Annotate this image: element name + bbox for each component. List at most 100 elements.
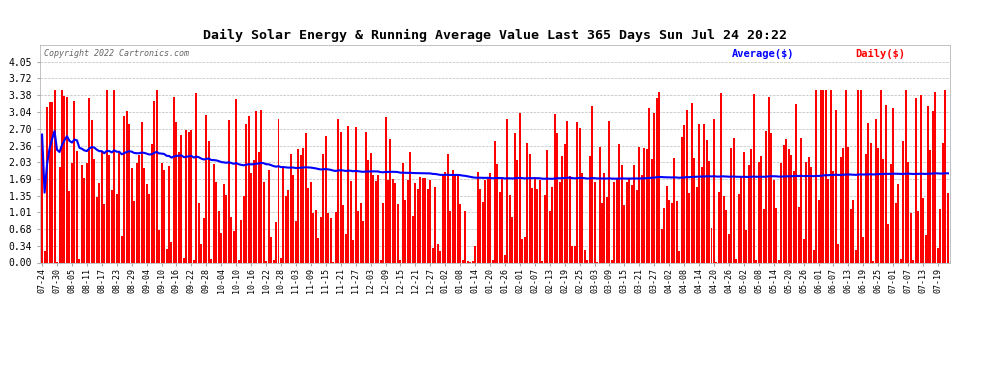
Bar	[205, 115, 207, 262]
Bar	[146, 184, 148, 262]
Bar	[335, 212, 337, 262]
Bar	[175, 122, 177, 262]
Bar	[374, 180, 376, 262]
Bar	[561, 156, 563, 262]
Bar	[944, 90, 946, 262]
Bar	[267, 170, 269, 262]
Bar	[922, 198, 924, 262]
Bar	[255, 111, 257, 262]
Bar	[660, 229, 662, 262]
Bar	[604, 172, 606, 262]
Bar	[912, 260, 914, 262]
Bar	[519, 113, 521, 262]
Bar	[233, 231, 235, 262]
Bar	[422, 178, 424, 262]
Bar	[887, 224, 889, 262]
Bar	[808, 157, 810, 262]
Bar	[507, 119, 509, 262]
Bar	[58, 167, 60, 262]
Bar	[621, 165, 623, 262]
Bar	[83, 178, 85, 262]
Bar	[609, 122, 611, 262]
Bar	[820, 90, 822, 262]
Bar	[272, 260, 274, 262]
Bar	[673, 158, 675, 262]
Bar	[103, 204, 105, 262]
Bar	[405, 200, 407, 262]
Bar	[940, 209, 941, 262]
Bar	[158, 230, 160, 262]
Bar	[203, 218, 205, 262]
Bar	[641, 176, 643, 262]
Bar	[427, 189, 429, 262]
Bar	[78, 259, 80, 262]
Bar	[98, 183, 100, 262]
Bar	[250, 173, 252, 262]
Bar	[693, 158, 695, 262]
Bar	[136, 163, 138, 262]
Bar	[260, 110, 262, 262]
Bar	[128, 124, 130, 262]
Bar	[852, 200, 854, 262]
Bar	[228, 120, 230, 262]
Bar	[556, 133, 558, 262]
Bar	[723, 195, 725, 262]
Bar	[566, 121, 568, 262]
Bar	[548, 211, 550, 262]
Bar	[139, 154, 141, 262]
Bar	[553, 114, 555, 262]
Bar	[397, 204, 399, 262]
Bar	[144, 168, 146, 262]
Bar	[131, 168, 133, 262]
Bar	[698, 124, 700, 262]
Bar	[890, 164, 892, 262]
Bar	[619, 144, 621, 262]
Bar	[576, 122, 578, 262]
Bar	[456, 175, 458, 262]
Bar	[745, 230, 747, 262]
Bar	[323, 154, 325, 262]
Bar	[800, 138, 802, 262]
Bar	[935, 92, 937, 262]
Bar	[736, 259, 738, 262]
Bar	[265, 261, 267, 262]
Bar	[750, 149, 752, 262]
Bar	[76, 151, 78, 262]
Bar	[312, 213, 315, 262]
Bar	[708, 161, 710, 262]
Bar	[675, 201, 678, 262]
Bar	[163, 170, 165, 262]
Bar	[150, 144, 152, 262]
Bar	[454, 176, 456, 262]
Bar	[282, 166, 284, 262]
Bar	[752, 94, 754, 262]
Bar	[343, 205, 345, 262]
Bar	[134, 201, 136, 262]
Bar	[862, 237, 864, 262]
Bar	[644, 148, 645, 262]
Bar	[833, 171, 835, 262]
Bar	[544, 195, 545, 262]
Bar	[686, 111, 688, 262]
Bar	[624, 204, 626, 262]
Bar	[262, 182, 264, 262]
Bar	[937, 248, 939, 262]
Bar	[183, 258, 185, 262]
Bar	[527, 143, 529, 262]
Bar	[760, 156, 762, 262]
Bar	[382, 203, 384, 262]
Bar	[670, 202, 672, 262]
Bar	[226, 195, 228, 262]
Bar	[243, 196, 245, 262]
Bar	[297, 149, 299, 262]
Bar	[844, 90, 846, 262]
Bar	[325, 135, 327, 262]
Bar	[121, 236, 123, 262]
Bar	[614, 182, 616, 262]
Bar	[410, 153, 412, 262]
Bar	[362, 222, 364, 262]
Bar	[546, 150, 548, 262]
Bar	[849, 209, 851, 262]
Bar	[66, 97, 68, 262]
Bar	[681, 138, 683, 262]
